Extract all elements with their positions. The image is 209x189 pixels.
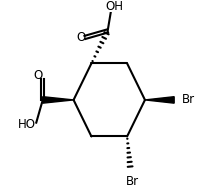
Polygon shape bbox=[43, 97, 74, 103]
Text: O: O bbox=[76, 31, 85, 44]
Polygon shape bbox=[145, 97, 174, 103]
Text: Br: Br bbox=[125, 175, 139, 188]
Text: O: O bbox=[33, 69, 42, 82]
Text: Br: Br bbox=[182, 93, 195, 106]
Text: OH: OH bbox=[105, 0, 123, 13]
Text: HO: HO bbox=[18, 118, 36, 131]
